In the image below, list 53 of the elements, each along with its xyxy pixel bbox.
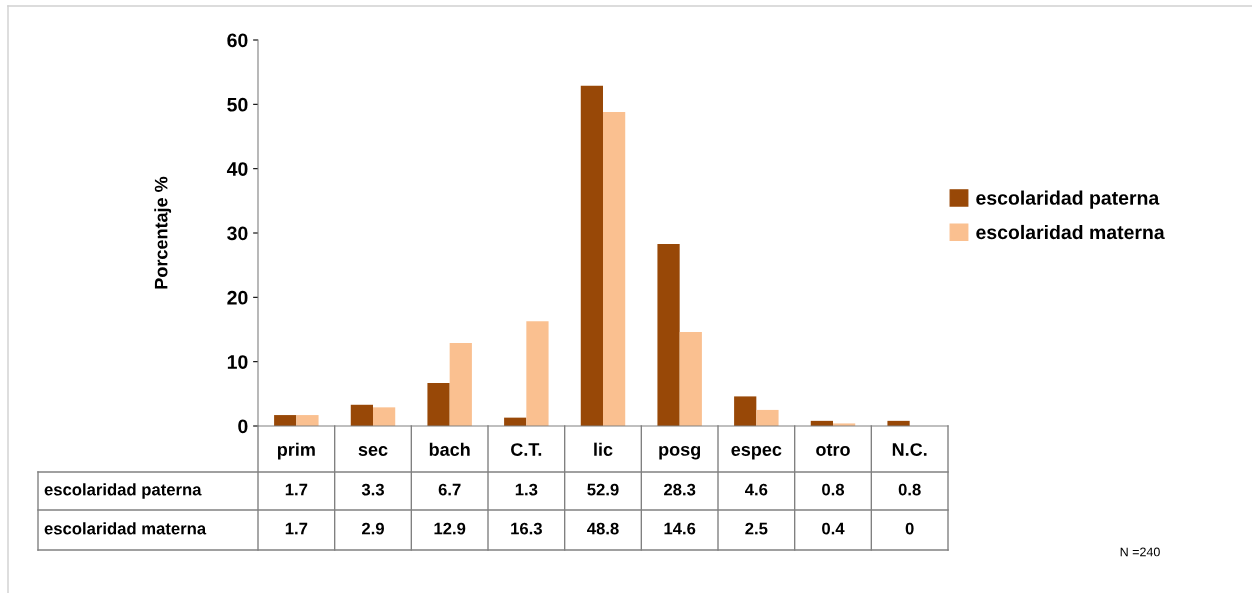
- data-label: 16.3: [511, 522, 542, 535]
- data-label: 1.7: [285, 522, 308, 535]
- bar: [427, 382, 450, 426]
- text: N =240: [1120, 547, 1160, 557]
- y-tick-label: 10: [227, 355, 248, 369]
- x-tick-label: prim: [277, 442, 315, 460]
- bar: [449, 343, 472, 426]
- legend-label: escolaridad materna: [976, 224, 1165, 240]
- data-label: 52.9: [587, 483, 619, 496]
- bar: [526, 321, 549, 426]
- y-tick-label: 0: [238, 419, 248, 434]
- bar: [373, 407, 396, 426]
- bar: [679, 332, 702, 426]
- bar: [603, 112, 626, 426]
- x-tick-label: espec: [731, 446, 782, 460]
- bar: [734, 396, 757, 426]
- legend-label: escolaridad paterna: [976, 190, 1160, 209]
- x-tick-label: C.T.: [511, 443, 542, 456]
- y-tick-label: 30: [227, 226, 248, 241]
- x-tick-label: N.C.: [892, 443, 927, 456]
- y-tick-label: 60: [227, 33, 248, 48]
- data-label: 1.7: [285, 483, 308, 496]
- x-tick-label: lic: [594, 442, 613, 456]
- y-tick-label: 40: [226, 162, 248, 176]
- text: escolaridad materna: [44, 522, 207, 535]
- data-label: 0.8: [898, 483, 921, 496]
- data-label: 4.6: [745, 483, 768, 496]
- data-label: 2.9: [361, 522, 384, 535]
- x-tick-label: otro: [816, 443, 850, 456]
- x-tick-label: bach: [429, 442, 470, 456]
- bar: [756, 409, 779, 426]
- y-axis-title: Porcentaje %: [154, 176, 172, 289]
- data-label: 3.3: [361, 483, 384, 496]
- y-tick-label: 50: [227, 97, 248, 112]
- bar: [657, 243, 680, 426]
- data-label: 0.4: [822, 522, 845, 535]
- bar: [296, 415, 319, 426]
- bar: [350, 404, 373, 426]
- y-tick-label: 20: [227, 290, 248, 305]
- data-label: 12.9: [434, 522, 466, 535]
- bar: [274, 415, 297, 426]
- data-label: 48.8: [587, 522, 619, 535]
- data-label: 0.8: [822, 483, 845, 496]
- x-tick-label: posg: [659, 445, 701, 460]
- text: escolaridad paterna: [44, 483, 202, 499]
- data-label: 0: [905, 522, 914, 535]
- data-label: 28.3: [664, 483, 696, 496]
- data-label: 14.6: [664, 522, 696, 535]
- bar: [580, 85, 603, 426]
- data-label: 2.5: [745, 522, 768, 535]
- x-tick-label: sec: [358, 446, 388, 456]
- data-label: 6.7: [438, 483, 461, 496]
- data-label: 1.3: [515, 483, 538, 496]
